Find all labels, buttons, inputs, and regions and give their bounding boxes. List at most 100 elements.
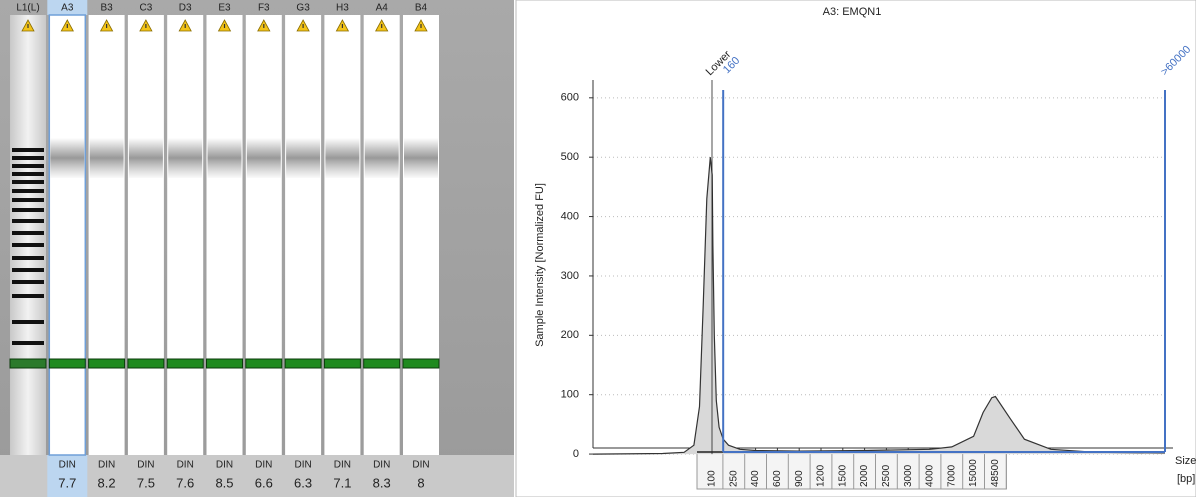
din-value: 7.6 [176, 475, 194, 490]
ladder-band [12, 243, 44, 247]
x-tick-label: 48500 [990, 459, 1001, 487]
x-tick-label: 15000 [968, 459, 979, 487]
x-tick-label: 900 [794, 470, 805, 487]
lower-marker-band [364, 359, 400, 368]
x-tick-label: 7000 [946, 464, 957, 487]
din-label: DIN [98, 460, 115, 471]
din-value: 8.2 [98, 475, 116, 490]
ladder-band [12, 320, 44, 324]
dna-smear [247, 138, 281, 178]
lower-marker-band [403, 359, 439, 368]
ladder-band [12, 208, 44, 212]
lane-label: H3 [336, 3, 349, 14]
y-axis-label: Sample Intensity [Normalized FU] [534, 183, 546, 347]
lower-marker-band [89, 359, 125, 368]
x-tick-label: 600 [772, 470, 783, 487]
x-tick-label: 2000 [859, 464, 870, 487]
din-value: 6.6 [255, 475, 273, 490]
warning-dot [145, 24, 146, 28]
lane-label: A3 [61, 3, 74, 14]
din-value: 7.7 [58, 475, 76, 490]
din-label: DIN [373, 460, 390, 471]
dna-smear [365, 138, 399, 178]
y-tick-label: 100 [561, 389, 579, 401]
lower-marker-band [207, 359, 243, 368]
din-value: 8.5 [215, 475, 233, 490]
y-tick-label: 300 [561, 270, 579, 282]
lower-marker-band [324, 359, 360, 368]
ladder-band [12, 231, 44, 235]
lane [324, 15, 360, 455]
din-label: DIN [294, 460, 311, 471]
gel: L1(L)A3DIN7.7B3DIN8.2C3DIN7.5D3DIN7.6E3D… [10, 0, 439, 497]
warning-dot [27, 24, 28, 28]
y-tick-label: 0 [573, 448, 579, 460]
lane-label: D3 [179, 3, 192, 14]
x-tick-label: 100 [707, 470, 718, 487]
din-label: DIN [255, 460, 272, 471]
ladder-band [12, 189, 44, 193]
x-tick-label: 1500 [837, 464, 848, 487]
din-value: 6.3 [294, 475, 312, 490]
dna-smear [286, 138, 320, 178]
warning-dot [303, 24, 304, 28]
lane-label: E3 [218, 3, 231, 14]
din-value: 8 [417, 475, 424, 490]
warning-dot [263, 24, 264, 28]
warning-dot [106, 24, 107, 28]
dna-smear [404, 138, 438, 178]
din-label: DIN [137, 460, 154, 471]
ladder-band [12, 156, 44, 160]
din-label: DIN [59, 460, 76, 471]
lane [128, 15, 164, 455]
lane [207, 15, 243, 455]
din-value: 7.1 [333, 475, 351, 490]
x-tick-label: 400 [750, 470, 761, 487]
dna-smear [325, 138, 359, 178]
din-value: 8.3 [373, 475, 391, 490]
lane [49, 15, 85, 455]
warning-dot [342, 24, 343, 28]
x-tick-label: 4000 [925, 464, 936, 487]
ladder-band [12, 198, 44, 202]
lower-marker-band [49, 359, 85, 368]
lower-marker-band [10, 359, 46, 368]
plot-panel [516, 0, 1196, 497]
y-tick-label: 600 [561, 92, 579, 104]
warning-dot [381, 24, 382, 28]
din-label: DIN [177, 460, 194, 471]
din-value: 7.5 [137, 475, 155, 490]
lane [246, 15, 282, 455]
ladder-band [12, 268, 44, 272]
y-tick-label: 400 [561, 210, 579, 222]
ladder-band [12, 164, 44, 168]
dna-smear [208, 138, 242, 178]
y-tick-label: 200 [561, 329, 579, 341]
ladder-band [12, 172, 44, 176]
chart-title: A3: EMQN1 [823, 6, 882, 18]
ladder-band [12, 294, 44, 298]
y-tick-label: 500 [561, 151, 579, 163]
din-label: DIN [334, 460, 351, 471]
warning-dot [67, 24, 68, 28]
ladder-band [12, 180, 44, 184]
lane [167, 15, 203, 455]
warning-dot [185, 24, 186, 28]
lower-marker-band [246, 359, 282, 368]
x-tick-label: 250 [728, 470, 739, 487]
lane-label: G3 [296, 3, 310, 14]
lane-label: A4 [376, 3, 389, 14]
lower-marker-band [285, 359, 321, 368]
lane [364, 15, 400, 455]
lane [89, 15, 125, 455]
dna-smear [168, 138, 202, 178]
din-label: DIN [412, 460, 429, 471]
ladder-band [12, 280, 44, 284]
lane [403, 15, 439, 455]
dna-smear [129, 138, 163, 178]
ladder-band [12, 148, 44, 152]
lane-label: C3 [140, 3, 153, 14]
lane [285, 15, 321, 455]
x-tick-label: 2500 [881, 464, 892, 487]
ladder-band [12, 341, 44, 345]
